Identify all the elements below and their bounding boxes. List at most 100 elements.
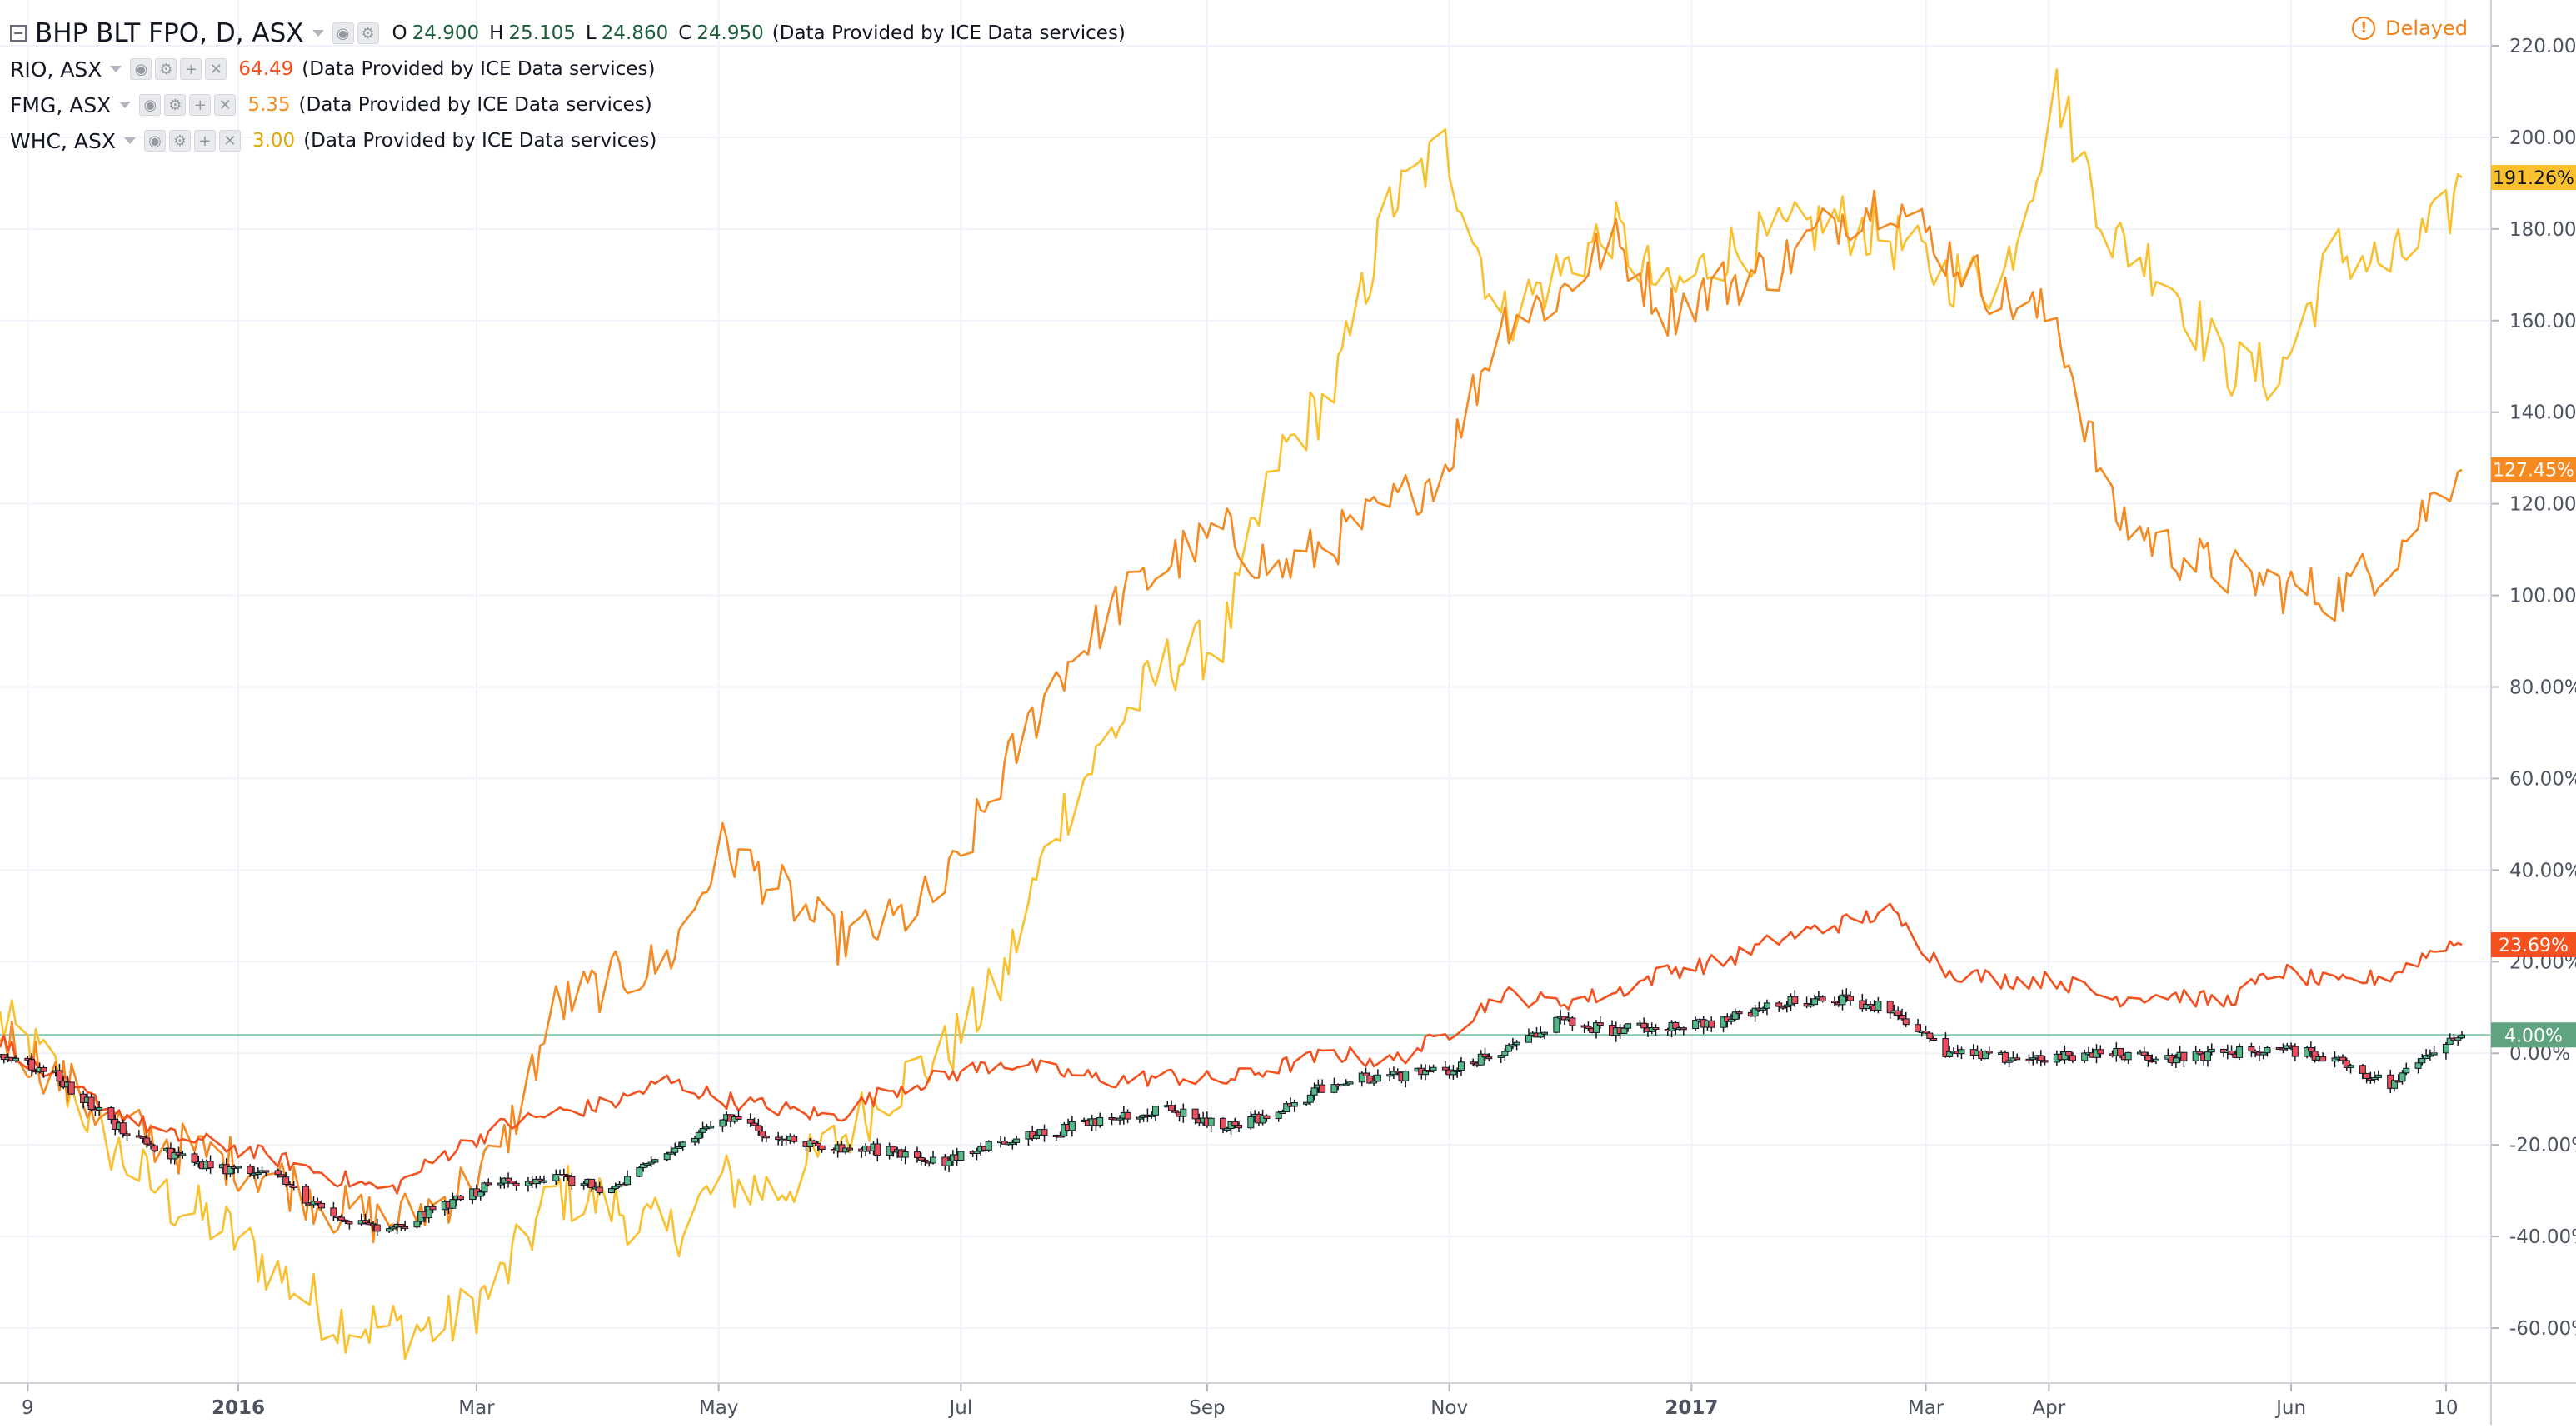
candle-body xyxy=(755,1125,762,1132)
candle-body xyxy=(1902,1018,1910,1026)
candle-body xyxy=(1922,1031,1930,1034)
plus-icon[interactable]: + xyxy=(193,130,216,152)
candle-body xyxy=(2423,1055,2430,1060)
eye-icon[interactable]: ◉ xyxy=(139,94,162,116)
candle-body xyxy=(1553,1016,1560,1033)
candle-body xyxy=(735,1116,742,1120)
x-tick-label: Nov xyxy=(1430,1397,1468,1419)
eye-icon[interactable]: ◉ xyxy=(143,130,166,152)
plus-icon[interactable]: + xyxy=(189,94,212,116)
candle-body xyxy=(1041,1129,1048,1136)
candle-body xyxy=(1330,1084,1338,1093)
candle-body xyxy=(624,1176,632,1186)
candle-body xyxy=(123,1133,131,1136)
candle-body xyxy=(759,1131,766,1137)
candle-body xyxy=(1625,1023,1632,1029)
series-line-fmg xyxy=(0,189,2463,1244)
series-line-whc xyxy=(0,68,2463,1361)
candle-body xyxy=(1231,1121,1239,1126)
delayed-status[interactable]: ! Delayed xyxy=(2352,17,2468,40)
candle-body xyxy=(1247,1116,1255,1129)
candle-body xyxy=(362,1220,369,1224)
candle-body xyxy=(1898,1015,1905,1020)
candle-body xyxy=(580,1183,587,1186)
badge-bg xyxy=(2491,457,2576,482)
gear-icon[interactable]: ⚙ xyxy=(357,22,379,44)
candle-body xyxy=(2005,1060,2013,1063)
candle-body xyxy=(207,1161,214,1169)
close-icon[interactable]: ✕ xyxy=(218,130,241,152)
candle-body xyxy=(282,1176,290,1185)
chevron-down-icon[interactable] xyxy=(123,137,136,144)
candle-body xyxy=(0,1054,7,1061)
badge-label: 4.00% xyxy=(2504,1026,2563,1046)
candle-body xyxy=(921,1159,929,1162)
candle-body xyxy=(67,1081,75,1095)
candle-body xyxy=(1895,1010,1902,1016)
candle-body xyxy=(1342,1083,1350,1086)
gear-icon[interactable]: ⚙ xyxy=(164,94,187,116)
plus-icon[interactable]: + xyxy=(180,58,202,80)
candle-body xyxy=(1068,1121,1076,1131)
candle-body xyxy=(1875,1001,1882,1011)
candle-body xyxy=(1537,1032,1545,1038)
close-icon[interactable]: ✕ xyxy=(214,94,237,116)
candle-body xyxy=(1168,1105,1176,1111)
candle-body xyxy=(1915,1024,1922,1032)
candle-body xyxy=(1541,1031,1549,1035)
candle-body xyxy=(679,1141,686,1147)
candle-body xyxy=(1525,1035,1532,1043)
candle-body xyxy=(2359,1065,2366,1074)
candle-body xyxy=(139,1136,147,1139)
x-tick-label: Jul xyxy=(948,1397,973,1419)
candle-body xyxy=(607,1188,615,1194)
candle-body xyxy=(1763,1002,1770,1009)
candle-body xyxy=(2196,1051,2204,1055)
gear-icon[interactable]: ⚙ xyxy=(155,58,177,80)
last-value-badge: 191.26% xyxy=(2491,164,2576,190)
collapse-legend-icon[interactable] xyxy=(10,25,27,42)
candle-body xyxy=(2374,1074,2382,1078)
candle-body xyxy=(1751,1007,1759,1017)
compare-symbol[interactable]: WHC, ASX xyxy=(10,128,116,153)
chevron-down-icon[interactable] xyxy=(119,102,132,108)
eye-icon[interactable]: ◉ xyxy=(130,58,152,80)
candle-body xyxy=(746,1118,754,1124)
low-value: 24.860 xyxy=(601,22,669,44)
candle-body xyxy=(1319,1084,1326,1093)
eye-icon[interactable]: ◉ xyxy=(332,22,354,44)
candle-body xyxy=(1652,1027,1660,1031)
candle-body xyxy=(1151,1106,1159,1116)
compare-symbol[interactable]: RIO, ASX xyxy=(10,57,102,82)
candle-body xyxy=(87,1096,95,1110)
candle-body xyxy=(191,1153,198,1163)
x-tick-label: May xyxy=(699,1397,739,1419)
candle-body xyxy=(254,1172,262,1176)
candle-body xyxy=(1290,1101,1298,1107)
main-symbol-title[interactable]: BHP BLT FPO, D, ASX xyxy=(35,18,304,48)
candle-body xyxy=(1207,1117,1215,1126)
badge-bg xyxy=(2491,932,2576,958)
candle-body xyxy=(1180,1108,1187,1117)
close-icon[interactable]: ✕ xyxy=(205,58,227,80)
candle-body xyxy=(2117,1047,2124,1056)
candle-body xyxy=(640,1163,647,1169)
chevron-down-icon[interactable] xyxy=(312,30,324,37)
candle-body xyxy=(2208,1048,2215,1053)
candle-body xyxy=(2331,1057,2339,1062)
compare-symbol[interactable]: FMG, ASX xyxy=(10,92,112,117)
gear-icon[interactable]: ⚙ xyxy=(168,130,191,152)
high-value: 25.105 xyxy=(508,22,576,44)
high-label: H xyxy=(489,22,504,44)
candle-body xyxy=(1485,1056,1493,1060)
close-label: C xyxy=(678,22,692,44)
candle-body xyxy=(119,1122,127,1135)
candle-body xyxy=(1620,1027,1628,1034)
y-tick-label: -40.00% xyxy=(2509,1226,2576,1248)
candle-body xyxy=(2426,1054,2434,1057)
chevron-down-icon[interactable] xyxy=(110,66,122,72)
candle-body xyxy=(1171,1110,1179,1113)
candle-body xyxy=(1497,1055,1505,1058)
